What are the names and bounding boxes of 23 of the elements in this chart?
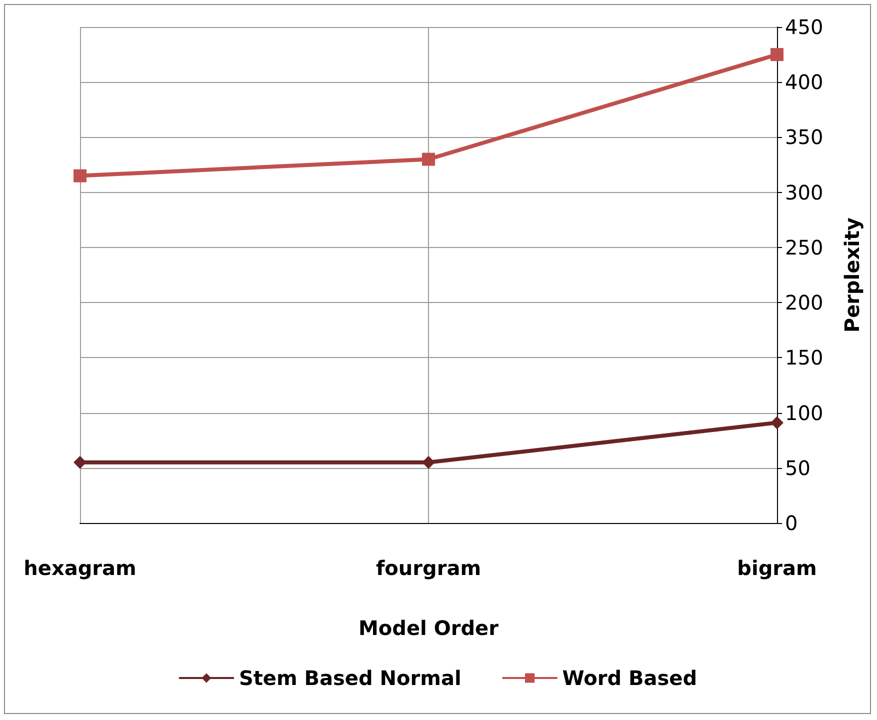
x-axis-title: Model Order [358, 616, 499, 640]
point [74, 169, 86, 182]
y-axis-title: Perplexity [840, 217, 864, 333]
y-tick-label: 400 [785, 70, 824, 94]
y-tick-label: 150 [785, 346, 824, 370]
y-tick-label: 300 [785, 180, 824, 204]
y-tick-label: 350 [785, 125, 824, 150]
point [74, 456, 86, 469]
x-tick-label: bigram [737, 556, 817, 580]
y-tick-label: 100 [785, 400, 824, 425]
point [422, 152, 435, 166]
y-tick-label: 250 [785, 235, 824, 260]
y-tick-label: 50 [785, 456, 810, 480]
legend-label: Stem Based Normal [238, 666, 462, 690]
x-tick-label: fourgram [376, 556, 482, 580]
y-tick-label: 0 [785, 511, 798, 535]
legend-label: Word Based [562, 666, 698, 690]
point [770, 416, 784, 430]
y-tick-label: 450 [785, 15, 824, 39]
x-tick-label: hexagram [24, 556, 136, 580]
point [770, 48, 784, 62]
point [422, 456, 435, 469]
y-tick-label: 200 [785, 290, 824, 315]
